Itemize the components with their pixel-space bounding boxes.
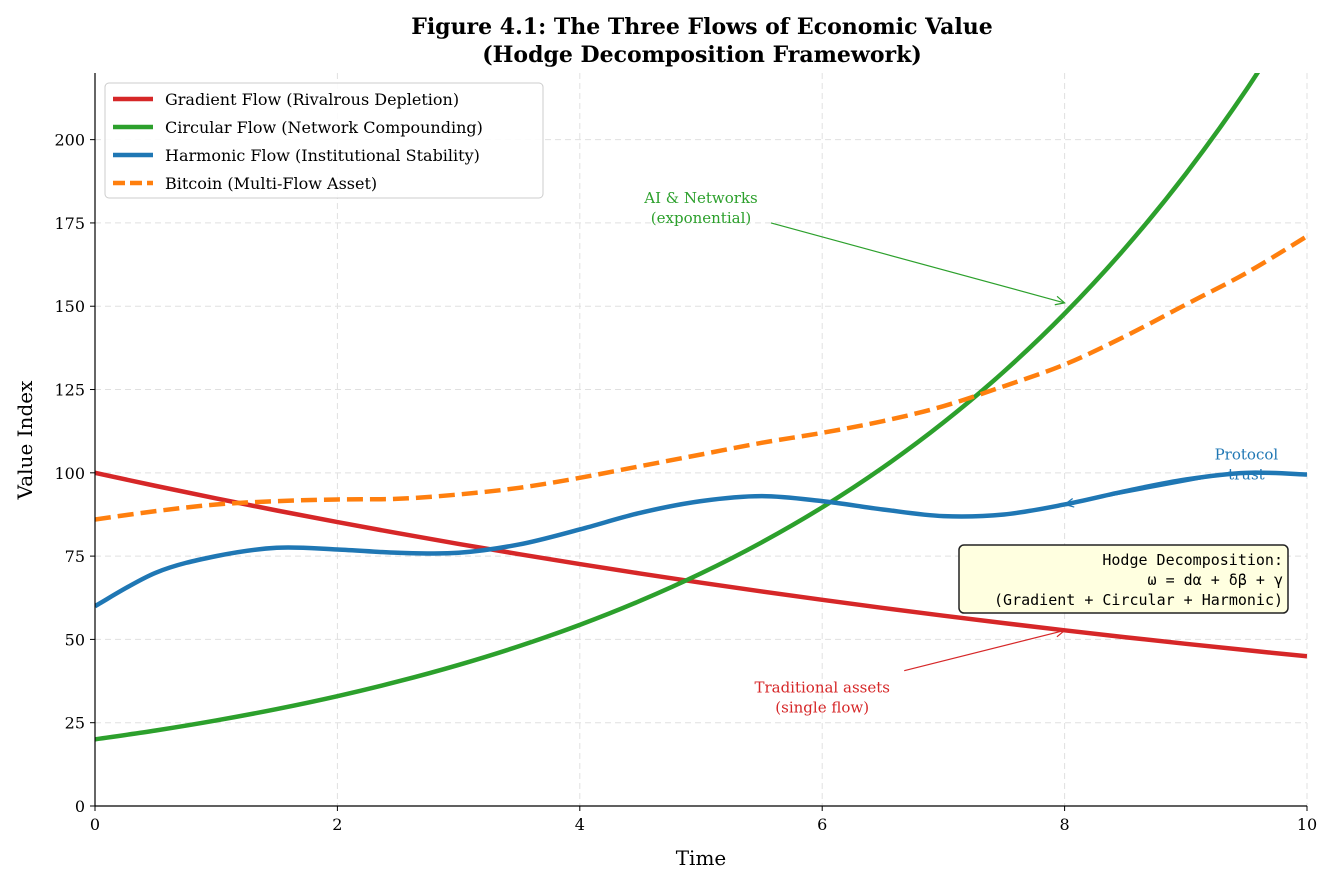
legend-label: Circular Flow (Network Compounding) (165, 118, 483, 137)
annotation-text: (single flow) (775, 699, 869, 717)
legend-label: Harmonic Flow (Institutional Stability) (165, 146, 480, 165)
annotation-text: Traditional assets (754, 679, 889, 697)
series-line-1 (95, 73, 1261, 742)
hodge-textbox: Hodge Decomposition: ω = dα + δβ + γ (Grad… (958, 544, 1289, 614)
annotation-arrow (770, 222, 1065, 304)
annotation-arrowhead (1054, 295, 1066, 306)
annotation-arrow (1064, 477, 1204, 506)
annotation-arrowhead (1063, 498, 1075, 508)
annotation-arrowhead (1054, 627, 1066, 638)
textbox-line: ω = dα + δβ + γ (1148, 571, 1283, 589)
textbox-line: (Gradient + Circular + Harmonic) (994, 591, 1283, 609)
y-tick-label: 150 (54, 297, 85, 316)
annotations: AI & Networks (exponential) Protocol trust T… (643, 189, 1278, 717)
legend-label: Bitcoin (Multi-Flow Asset) (165, 174, 377, 193)
legend-box (104, 82, 544, 199)
y-tick-label: 125 (54, 381, 85, 400)
y-tick-label: 75 (65, 547, 85, 566)
series-line-0 (95, 470, 1307, 659)
legend: Gradient Flow (Rivalrous Depletion) Circu… (104, 82, 544, 199)
chart-subtitle: (Hodge Decomposition Framework) (482, 42, 922, 68)
y-tick-label: 175 (54, 214, 85, 233)
x-tick-label: 4 (575, 815, 585, 834)
series-lines (95, 73, 1307, 742)
y-tick-label: 200 (54, 131, 85, 150)
textbox-frame (958, 544, 1289, 614)
textbox-line: Hodge Decomposition: (1102, 551, 1283, 569)
series-line-3 (95, 234, 1307, 522)
y-tick-label: 100 (54, 464, 85, 483)
annotation-arrow (904, 629, 1065, 672)
x-tick-label: 8 (1060, 815, 1070, 834)
x-tick-label: 10 (1297, 815, 1317, 834)
y-tick-label: 25 (65, 714, 85, 733)
chart-title: Figure 4.1: The Three Flows of Economic … (411, 14, 993, 40)
x-axis-label: Time (676, 846, 727, 870)
y-axis-label: Value Index (13, 380, 37, 500)
y-tick-label: 0 (75, 797, 85, 816)
annotation-text: (exponential) (651, 209, 751, 227)
x-tick-label: 0 (90, 815, 100, 834)
annotation-text: AI & Networks (643, 189, 758, 207)
legend-label: Gradient Flow (Rivalrous Depletion) (165, 90, 459, 109)
annotation-text: trust (1228, 465, 1265, 483)
annotation-text: Protocol (1215, 445, 1279, 463)
x-tick-label: 6 (817, 815, 827, 834)
series-line-2 (95, 470, 1307, 609)
y-tick-label: 50 (65, 630, 85, 649)
x-tick-label: 2 (332, 815, 342, 834)
